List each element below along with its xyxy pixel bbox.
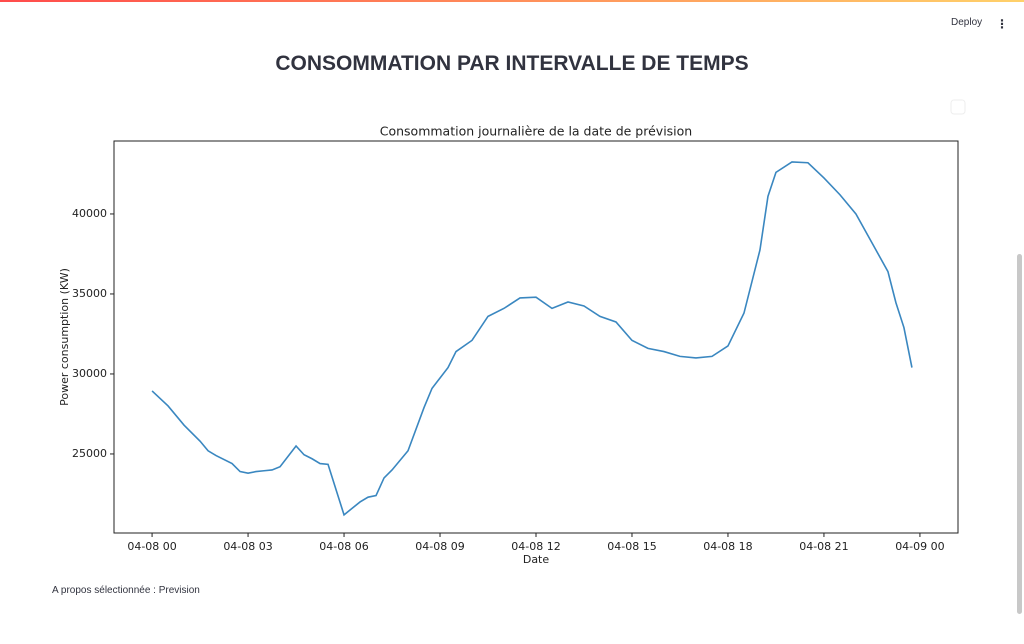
top-bar	[0, 0, 1024, 2]
y-tick-label: 35000	[72, 287, 107, 300]
footer-text: A propos sélectionnée : Prevision	[52, 585, 200, 596]
fullscreen-button[interactable]	[950, 99, 966, 115]
x-tick-label: 04-08 00	[127, 540, 176, 553]
deploy-button[interactable]: Deploy	[951, 17, 983, 28]
x-tick-label: 04-08 09	[415, 540, 464, 553]
y-tick-label: 30000	[72, 367, 107, 380]
x-tick-label: 04-08 12	[511, 540, 560, 553]
x-tick-label: 04-09 00	[895, 540, 944, 553]
x-axis-label: Date	[523, 553, 550, 566]
line	[151, 161, 913, 517]
menu-button[interactable]: ⋮	[996, 17, 1008, 31]
x-tick-label: 04-08 15	[607, 540, 656, 553]
x-tick-label: 04-08 18	[703, 540, 752, 553]
x-tick-label: 04-08 06	[319, 540, 368, 553]
page-title: CONSOMMATION PAR INTERVALLE DE TEMPS	[275, 52, 749, 75]
x-tick-label: 04-08 21	[799, 540, 848, 553]
y-tick-label: 40000	[72, 207, 107, 220]
scrollbar[interactable]	[1017, 254, 1022, 614]
y-tick-label: 25000	[72, 447, 107, 460]
plot-frame	[113, 140, 959, 534]
y-axis-label: Power consumption (KW)	[58, 268, 71, 406]
x-tick-label: 04-08 03	[223, 540, 272, 553]
chart-title: Consommation journalière de la date de p…	[380, 124, 692, 139]
